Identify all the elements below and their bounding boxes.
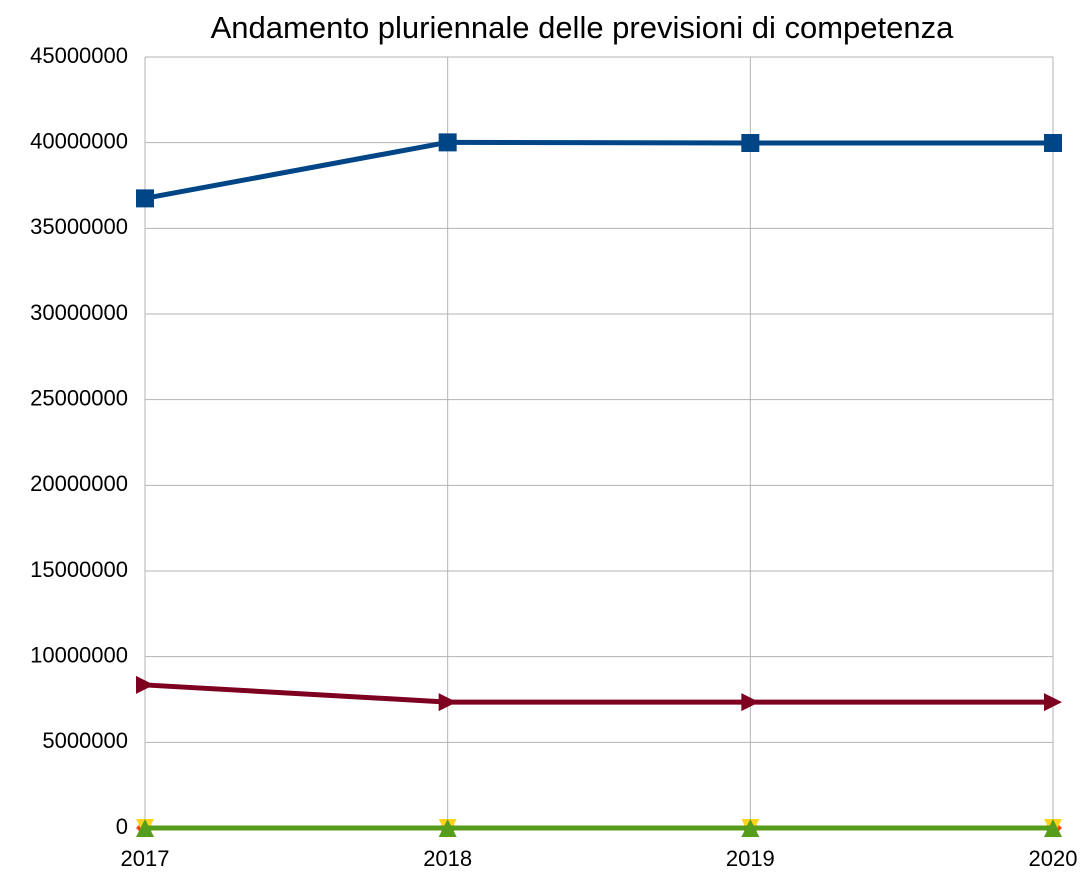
- x-tick-label: 2019: [726, 846, 775, 871]
- y-tick-label: 20000000: [30, 471, 128, 496]
- y-tick-label: 25000000: [30, 385, 128, 410]
- y-tick-label: 0: [116, 814, 128, 839]
- y-tick-label: 40000000: [30, 128, 128, 153]
- data-point: [136, 675, 154, 694]
- data-point: [136, 819, 154, 837]
- y-tick-label: 10000000: [30, 642, 128, 667]
- x-tick-label: 2017: [121, 846, 170, 871]
- y-tick-label: 15000000: [30, 557, 128, 582]
- data-point: [136, 189, 154, 208]
- y-tick-label: 45000000: [30, 43, 128, 68]
- data-point: [741, 134, 760, 153]
- y-tick-label: 35000000: [30, 214, 128, 239]
- data-point: [1044, 819, 1062, 837]
- data-point: [438, 133, 457, 152]
- series-line: [144, 139, 1053, 201]
- series-line: [144, 682, 1053, 705]
- data-point: [1044, 693, 1062, 712]
- y-tick-label: 5000000: [42, 728, 128, 753]
- y-tick-label: 30000000: [30, 300, 128, 325]
- chart-title: Andamento pluriennale delle previsioni d…: [211, 10, 955, 45]
- x-tick-label: 2018: [423, 846, 472, 871]
- x-tick-label: 2020: [1029, 846, 1078, 871]
- data-point: [741, 693, 760, 712]
- data-point: [438, 819, 457, 837]
- data-point: [741, 819, 760, 837]
- data-point: [438, 693, 457, 712]
- data-point: [1044, 134, 1062, 153]
